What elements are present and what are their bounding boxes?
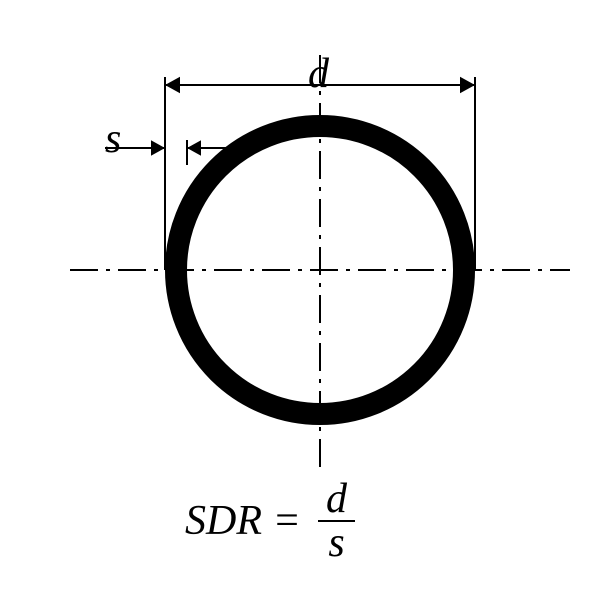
dimension-d-label: d (308, 50, 329, 98)
diagram-canvas: d s SDR = d s (0, 0, 600, 600)
formula-fraction: d s (316, 478, 358, 564)
sdr-formula: SDR = d s (185, 478, 358, 564)
formula-lhs: SDR (185, 497, 262, 545)
formula-numerator: d (316, 478, 358, 520)
dimension-s-label: s (105, 115, 121, 163)
formula-denominator: s (318, 520, 355, 564)
formula-eq: = (273, 497, 301, 545)
